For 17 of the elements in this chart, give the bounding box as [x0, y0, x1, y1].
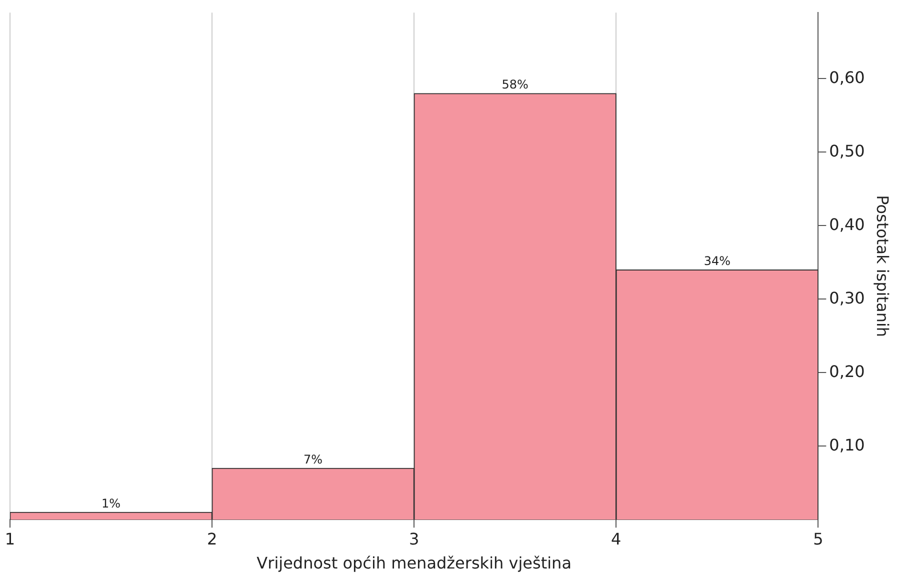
data-label: 1%: [102, 496, 121, 510]
x-tick-label: 4: [611, 529, 622, 548]
y-tick-label: 0,10: [829, 435, 865, 454]
x-axis-title: Vrijednost općih menadžerskih vještina: [256, 554, 572, 573]
x-tick-label: 2: [206, 529, 218, 548]
data-label: 34%: [704, 254, 730, 268]
data-label: 58%: [502, 78, 528, 92]
y-tick-label: 0,50: [829, 141, 865, 160]
x-tick-label: 3: [408, 529, 420, 548]
x-tick-label: 1: [4, 529, 16, 548]
y-tick-label: 0,40: [829, 214, 865, 234]
y-axis-title: Postotak ispitanih: [873, 195, 892, 338]
y-tick-label: 0,20: [829, 362, 865, 381]
y-tick-label: 0,30: [829, 288, 865, 308]
x-tick-label: 5: [813, 529, 824, 548]
data-label: 7%: [304, 452, 323, 466]
y-tick-label: 0,60: [829, 68, 865, 87]
